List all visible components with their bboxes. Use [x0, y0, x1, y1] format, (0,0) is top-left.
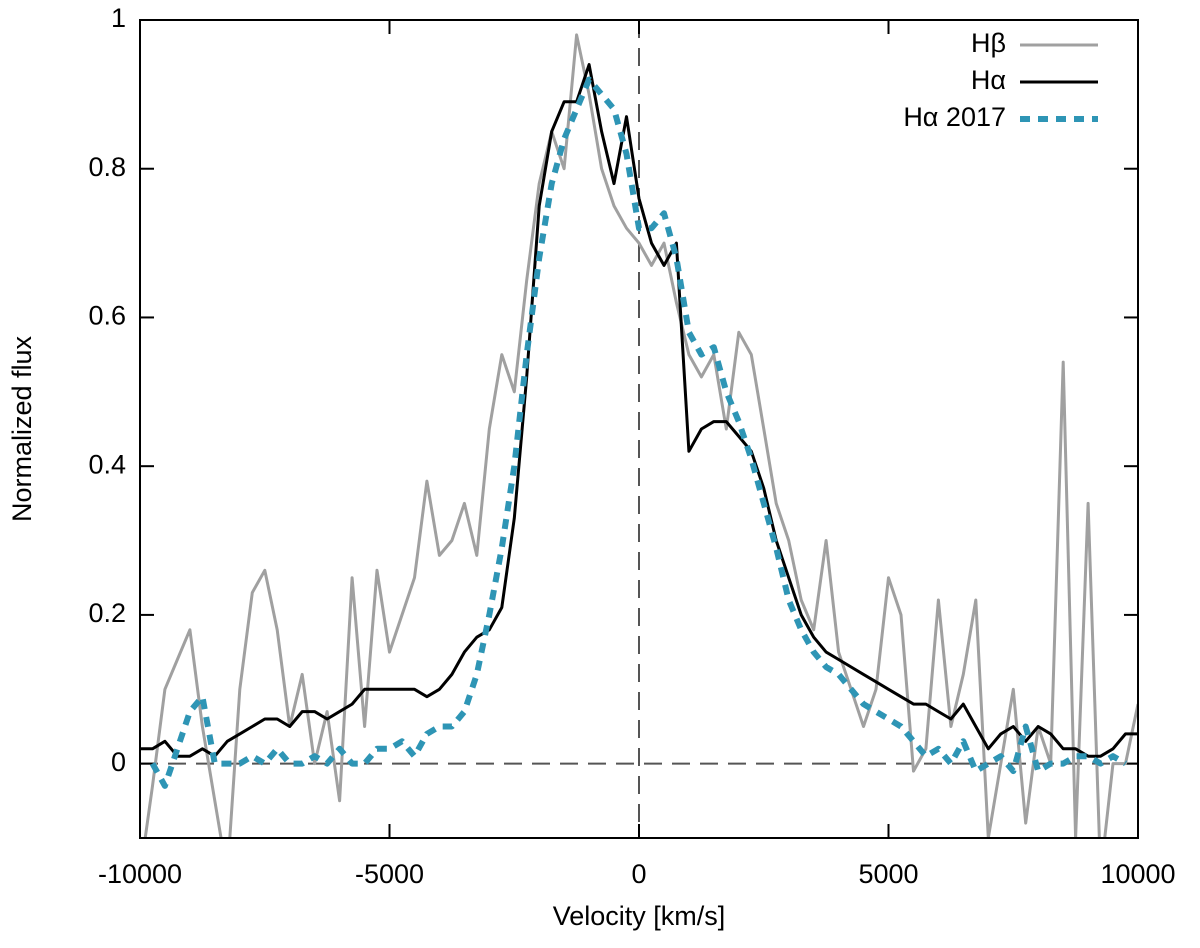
plot-area	[140, 33, 1138, 838]
data-line	[149, 76, 1128, 789]
plot-frame	[139, 19, 1139, 839]
y-tick-label: 0.2	[88, 598, 126, 628]
data-line	[143, 33, 1138, 838]
x-tick-label: 0	[631, 859, 646, 889]
y-tick-label: 0.6	[88, 301, 126, 331]
x-tick-label: -10000	[98, 859, 182, 889]
x-tick-label: 5000	[858, 859, 918, 889]
legend-label: Hα	[971, 65, 1006, 95]
y-tick-label: 0.4	[88, 449, 126, 479]
y-tick-label: 0.8	[88, 152, 126, 182]
data-line	[140, 63, 1138, 758]
y-tick-label: 1	[111, 3, 126, 33]
x-axis-label: Velocity [km/s]	[553, 901, 726, 931]
legend-label: Hα 2017	[903, 102, 1006, 132]
y-axis-label: Normalized flux	[7, 335, 37, 522]
legend-label: Hβ	[971, 28, 1006, 58]
y-tick-label: 0	[111, 747, 126, 777]
x-tick-label: 10000	[1100, 859, 1175, 889]
x-tick-label: -5000	[355, 859, 424, 889]
